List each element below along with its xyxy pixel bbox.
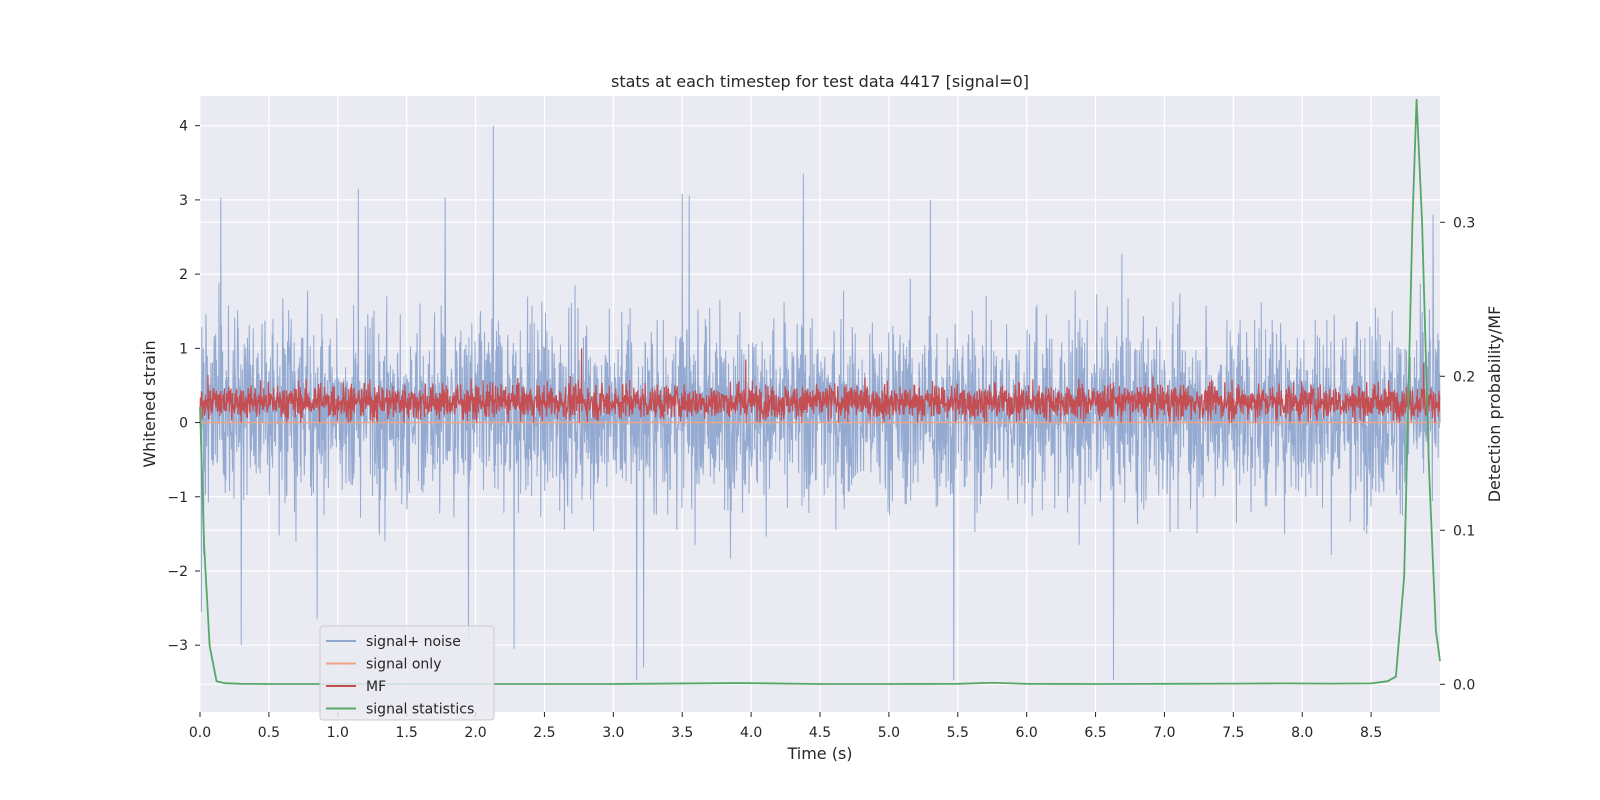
series-layer [199, 99, 1441, 685]
y-tick-label: 3 [179, 193, 188, 209]
y-axis-label: Whitened strain [140, 340, 159, 467]
y-tick-label: 0 [179, 416, 188, 432]
legend-label: signal+ noise [366, 634, 461, 650]
y-tick-label: −3 [167, 638, 188, 654]
y2-tick-label: 0.3 [1453, 215, 1475, 231]
x-tick-label: 7.0 [1153, 725, 1175, 741]
legend-label: signal statistics [366, 702, 474, 718]
x-tick-label: 2.5 [533, 725, 555, 741]
y-tick-label: 4 [179, 119, 188, 135]
chart-title: stats at each timestep for test data 441… [611, 72, 1029, 91]
x-tick-label: 3.0 [602, 725, 624, 741]
x-tick-label: 4.0 [740, 725, 762, 741]
legend: signal+ noise signal only MF signal statist… [319, 625, 495, 721]
y2-tick-label: 0.0 [1453, 677, 1475, 693]
x-tick-label: 7.5 [1222, 725, 1244, 741]
x-tick-label: 6.0 [1016, 725, 1038, 741]
x-tick-label: 8.0 [1291, 725, 1313, 741]
y-tick-label: 1 [179, 341, 188, 357]
x-axis-label: Time (s) [786, 744, 852, 763]
x-tick-label: 1.0 [327, 725, 349, 741]
y2-tick-label: 0.1 [1453, 523, 1475, 539]
x-tick-label: 0.0 [189, 725, 211, 741]
axes: 0.0 0.5 1.0 1.5 2.0 2.5 3.0 3.5 4.0 4.5 5.0 5.5 6.0 6… [167, 119, 1475, 741]
x-tick-label: 1.5 [396, 725, 418, 741]
legend-label: signal only [366, 657, 441, 673]
y-tick-label: −2 [167, 564, 188, 580]
series-signal-statistics-line [199, 99, 1441, 685]
x-tick-label: 8.5 [1360, 725, 1382, 741]
x-tick-label: 0.5 [258, 725, 280, 741]
y2-axis-label: Detection probability/MF [1485, 306, 1504, 503]
y-tick-label: 2 [179, 267, 188, 283]
x-tick-label: 3.5 [671, 725, 693, 741]
x-tick-label: 4.5 [809, 725, 831, 741]
x-tick-label: 5.5 [947, 725, 969, 741]
x-tick-label: 2.0 [464, 725, 486, 741]
y-tick-label: −1 [167, 490, 188, 506]
series-mf-line [199, 348, 1441, 423]
legend-box [319, 625, 495, 721]
y2-tick-label: 0.2 [1453, 369, 1475, 385]
x-tick-label: 6.5 [1084, 725, 1106, 741]
x-tick-label: 5.0 [878, 725, 900, 741]
legend-label: MF [366, 679, 386, 695]
